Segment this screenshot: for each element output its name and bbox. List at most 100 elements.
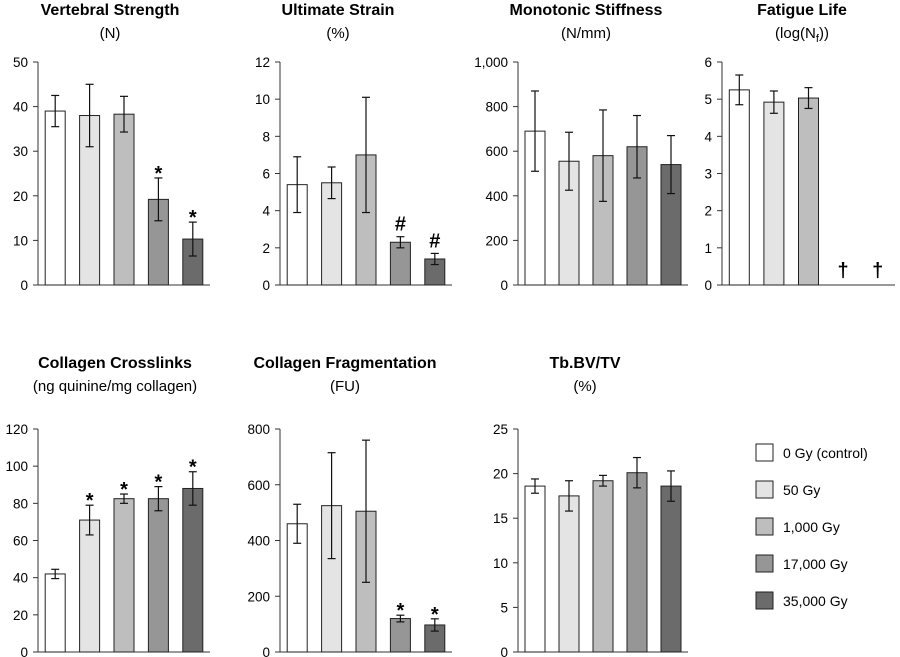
significance-mark: * <box>189 457 197 479</box>
chart-unit: (%) <box>573 378 596 395</box>
bar <box>389 618 411 653</box>
chart-unit: (%) <box>326 25 349 42</box>
chart-panel: Collagen Fragmentation (FU) 0 200 400 600 800 *… <box>247 355 452 657</box>
legend-swatch <box>755 591 774 610</box>
significance-mark: * <box>86 490 94 512</box>
y-tick-label: 5 <box>704 92 712 107</box>
y-tick-label: 200 <box>485 233 508 248</box>
legend-label: 50 Gy <box>783 482 820 498</box>
bar <box>798 97 819 286</box>
chart-title: Tb.BV/TV <box>549 355 620 372</box>
y-tick-label: 20 <box>13 608 28 623</box>
bar <box>44 573 66 653</box>
legend: 0 Gy (control) 50 Gy 1,000 Gy 17,000 Gy 35,0… <box>755 443 868 610</box>
y-tick-label: 0 <box>262 645 270 657</box>
y-tick-label: 5 <box>500 600 508 615</box>
significance-mark: * <box>155 472 163 494</box>
chart-title: Monotonic Stiffness <box>510 2 663 19</box>
legend-label: 1,000 Gy <box>783 519 840 535</box>
legend-label: 0 Gy (control) <box>783 445 868 461</box>
y-tick-label: 0 <box>500 645 508 657</box>
y-tick-label: 120 <box>5 422 28 437</box>
bar <box>728 89 750 286</box>
y-tick-label: 800 <box>247 422 270 437</box>
y-tick-label: 3 <box>704 167 712 182</box>
y-tick-label: 600 <box>247 478 270 493</box>
legend-label: 17,000 Gy <box>783 556 848 572</box>
significance-mark: * <box>120 479 128 501</box>
y-tick-label: 400 <box>485 189 508 204</box>
chart-panel: Fatigue Life (log(Nf)) 0 1 2 3 4 5 6 † † <box>704 2 895 293</box>
y-tick-label: 200 <box>247 589 270 604</box>
y-tick-label: 15 <box>493 511 508 526</box>
bar <box>113 113 135 286</box>
y-tick-label: 40 <box>13 100 28 115</box>
y-tick-label: 400 <box>247 534 270 549</box>
chart-unit: (FU) <box>330 378 360 395</box>
y-tick-label: 0 <box>20 645 28 657</box>
legend-swatch <box>755 517 774 536</box>
chart-title: Ultimate Strain <box>282 2 395 19</box>
y-tick-label: 0 <box>262 278 270 293</box>
significance-mark: † <box>872 260 883 282</box>
y-tick-label: 2 <box>262 241 270 256</box>
chart-unit: (N/mm) <box>561 25 611 42</box>
y-tick-label: 80 <box>13 496 28 511</box>
y-tick-label: 60 <box>13 534 28 549</box>
chart-panel: Ultimate Strain (%) 0 2 4 6 8 10 12 # # <box>255 2 452 293</box>
chart-unit: (ng quinine/mg collagen) <box>33 378 197 395</box>
y-tick-label: 10 <box>493 556 508 571</box>
y-tick-label: 0 <box>704 278 712 293</box>
y-tick-label: 8 <box>262 129 270 144</box>
y-tick-label: 0 <box>20 278 28 293</box>
y-tick-label: 2 <box>704 204 712 219</box>
significance-mark: * <box>155 163 163 185</box>
y-tick-label: 100 <box>5 459 28 474</box>
y-tick-label: 1 <box>704 241 712 256</box>
chart-panel: Monotonic Stiffness (N/mm) 0 200 400 600 800 1,… <box>474 2 688 293</box>
bar <box>79 519 101 653</box>
bar <box>113 498 135 653</box>
chart-title: Collagen Crosslinks <box>38 355 192 372</box>
bar <box>763 101 785 286</box>
y-tick-label: 10 <box>13 233 28 248</box>
bar <box>182 487 204 653</box>
bar <box>626 472 648 653</box>
chart-title: Fatigue Life <box>757 2 847 19</box>
chart-panel: Tb.BV/TV (%) 0 5 10 15 20 25 <box>493 355 688 657</box>
y-tick-label: 4 <box>704 129 712 144</box>
significance-mark: # <box>429 230 440 252</box>
y-tick-label: 50 <box>13 55 28 70</box>
chart-title: Vertebral Strength <box>41 2 180 19</box>
y-tick-label: 4 <box>262 204 270 219</box>
y-tick-label: 1,000 <box>474 55 508 70</box>
y-tick-label: 12 <box>255 55 270 70</box>
legend-swatch <box>755 443 774 462</box>
y-tick-label: 600 <box>485 144 508 159</box>
y-tick-label: 20 <box>493 467 508 482</box>
legend-swatch <box>755 480 774 499</box>
bar <box>558 495 580 653</box>
y-tick-label: 0 <box>500 278 508 293</box>
significance-mark: * <box>397 600 405 622</box>
bar <box>524 485 546 653</box>
y-tick-label: 20 <box>13 189 28 204</box>
legend-label: 35,000 Gy <box>783 593 848 609</box>
significance-mark: * <box>189 207 197 229</box>
chart-title: Collagen Fragmentation <box>253 355 436 372</box>
chart-unit: (N) <box>100 25 121 42</box>
y-tick-label: 10 <box>255 92 270 107</box>
significance-mark: # <box>395 214 406 236</box>
y-tick-label: 6 <box>704 55 712 70</box>
bar <box>147 498 169 653</box>
y-tick-label: 800 <box>485 100 508 115</box>
bar <box>44 110 66 286</box>
y-tick-label: 25 <box>493 422 508 437</box>
bar <box>660 485 682 653</box>
chart-panel: Vertebral Strength (N) 0 10 20 30 40 50 * * <box>13 2 210 293</box>
y-tick-label: 30 <box>13 144 28 159</box>
bar <box>389 241 411 286</box>
significance-mark: * <box>431 604 439 626</box>
significance-mark: † <box>838 260 849 282</box>
